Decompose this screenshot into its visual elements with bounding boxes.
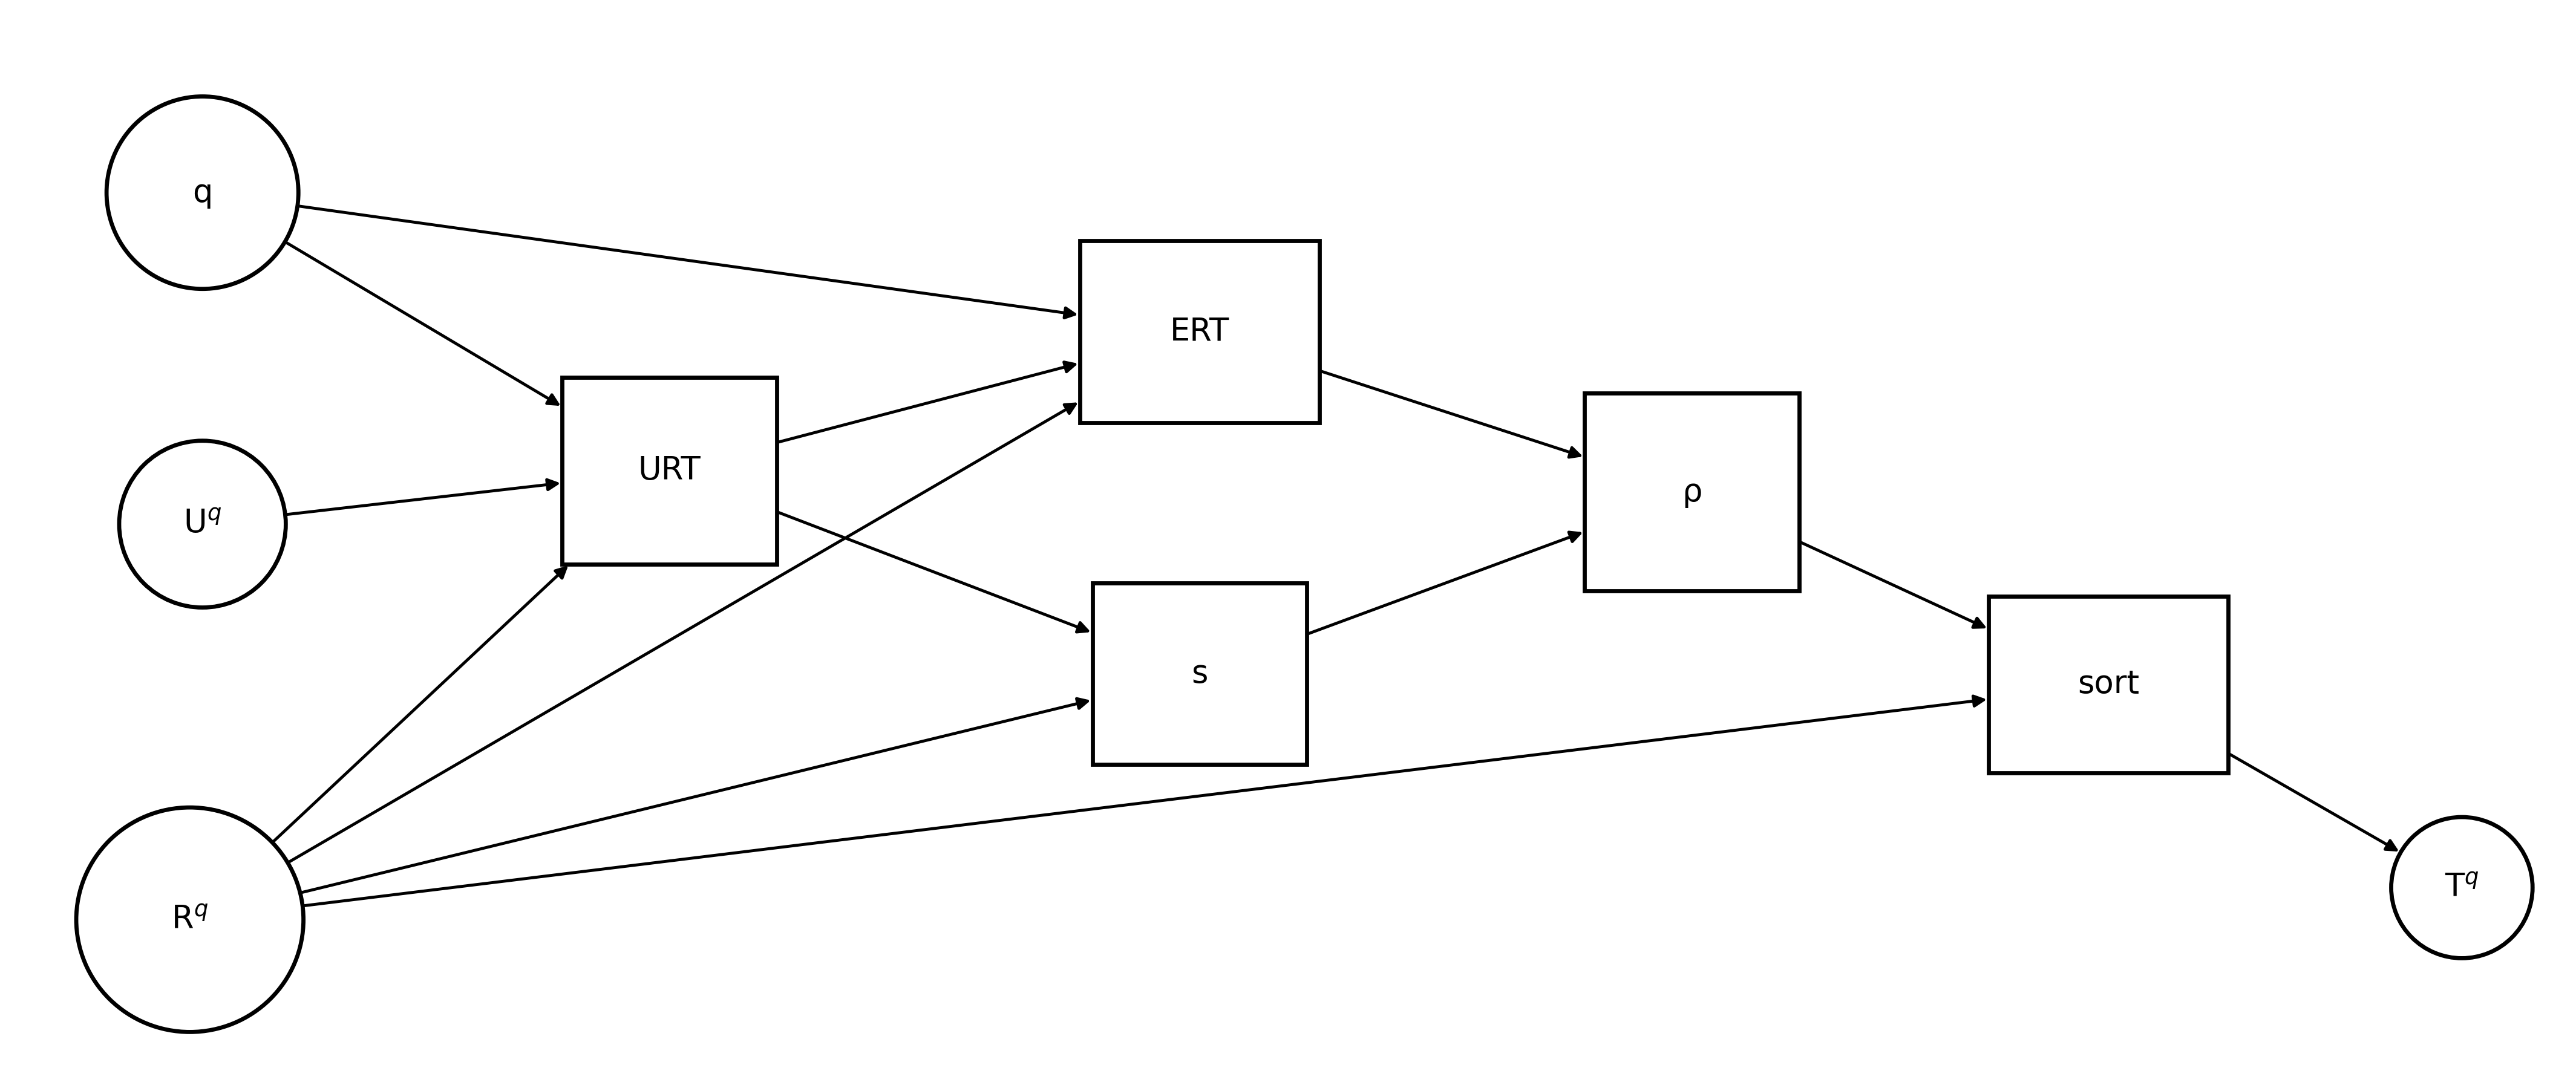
Ellipse shape xyxy=(77,807,304,1032)
FancyBboxPatch shape xyxy=(1989,597,2228,772)
Text: q: q xyxy=(193,177,214,208)
Text: R$^q$: R$^q$ xyxy=(173,904,209,935)
FancyBboxPatch shape xyxy=(1079,241,1319,422)
Text: sort: sort xyxy=(2079,669,2138,700)
Ellipse shape xyxy=(118,441,286,608)
FancyBboxPatch shape xyxy=(1092,583,1306,765)
FancyBboxPatch shape xyxy=(562,377,778,564)
Text: s: s xyxy=(1190,658,1208,690)
Text: ρ: ρ xyxy=(1682,477,1703,507)
Text: ERT: ERT xyxy=(1170,316,1229,347)
Text: U$^q$: U$^q$ xyxy=(183,508,222,540)
FancyBboxPatch shape xyxy=(1584,393,1798,591)
Ellipse shape xyxy=(106,96,299,289)
Ellipse shape xyxy=(2391,817,2532,958)
Text: T$^q$: T$^q$ xyxy=(2445,872,2478,903)
Text: URT: URT xyxy=(639,455,701,487)
